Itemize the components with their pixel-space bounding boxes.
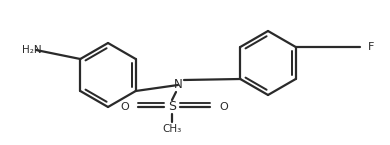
Text: O: O: [219, 102, 228, 112]
Text: N: N: [174, 78, 183, 91]
Text: O: O: [120, 102, 129, 112]
Text: CH₃: CH₃: [162, 124, 182, 134]
Text: H₂N: H₂N: [22, 45, 42, 55]
Text: F: F: [368, 42, 374, 52]
Text: S: S: [168, 100, 176, 114]
